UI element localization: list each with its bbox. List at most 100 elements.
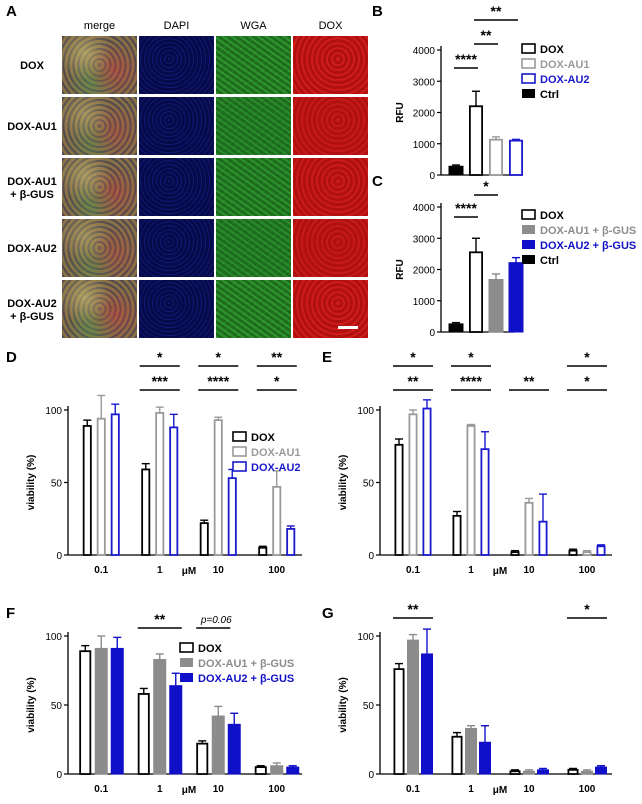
- x-tick-label: 100: [579, 565, 596, 576]
- bar: [510, 551, 520, 556]
- x-tick-label: 1: [157, 565, 163, 576]
- y-axis-label: viability (%): [26, 677, 37, 733]
- bar: [169, 426, 179, 556]
- significance-label: *: [584, 373, 590, 389]
- bar: [199, 522, 209, 556]
- legend-entry: DOX: [540, 210, 565, 222]
- significance-label: ***: [152, 373, 169, 389]
- bar: [110, 647, 124, 775]
- bar: [407, 639, 419, 775]
- legend-entry: DOX-AU2: [251, 462, 301, 474]
- legend-swatch: [521, 73, 536, 84]
- bar: [581, 770, 593, 775]
- column-header-dapi: DAPI: [164, 20, 190, 32]
- y-tick-label: 100: [357, 406, 374, 417]
- bar: [524, 501, 534, 556]
- x-tick-label: 1: [157, 784, 163, 795]
- y-tick-label: 4000: [413, 46, 436, 57]
- x-tick-label: 10: [523, 565, 535, 576]
- x-unit-label: μM: [493, 566, 507, 577]
- legend-swatch: [180, 658, 193, 667]
- bar: [421, 653, 433, 775]
- bar: [272, 485, 282, 556]
- y-tick-label: 3000: [413, 77, 436, 88]
- legend-swatch: [232, 446, 247, 457]
- y-axis-label: viability (%): [338, 455, 349, 511]
- bar: [227, 477, 237, 556]
- micrograph-merge: [62, 158, 137, 216]
- bar: [394, 443, 404, 556]
- y-tick-label: 1000: [413, 140, 436, 151]
- x-unit-label: μM: [182, 566, 196, 577]
- legend-entry: DOX-AU1 + β-GUS: [540, 225, 636, 237]
- legend-entry: DOX: [251, 432, 276, 444]
- legend-swatch: [522, 89, 535, 98]
- y-tick-label: 0: [429, 328, 435, 339]
- bar: [452, 514, 462, 556]
- legend-entry: DOX-AU2 + β-GUS: [540, 240, 636, 252]
- bar: [286, 528, 296, 556]
- micrograph-wga: [216, 158, 291, 216]
- significance-label: ****: [460, 373, 482, 389]
- row-label: DOX-AU1: [7, 176, 57, 188]
- bar: [94, 647, 108, 775]
- micrograph-wga: [216, 36, 291, 94]
- y-tick-label: 100: [357, 632, 374, 643]
- micrograph-dox: [293, 158, 368, 216]
- significance-label: **: [271, 349, 282, 365]
- significance-label: p=0.06: [200, 615, 232, 626]
- micrograph-dapi: [139, 36, 214, 94]
- legend-swatch: [522, 240, 535, 249]
- significance-label: **: [481, 27, 492, 43]
- x-tick-label: 10: [213, 784, 225, 795]
- legend-entry: Ctrl: [540, 255, 559, 267]
- x-tick-label: 10: [523, 784, 535, 795]
- bar: [79, 650, 92, 775]
- y-tick-label: 0: [56, 551, 62, 562]
- x-tick-label: 100: [268, 565, 285, 576]
- y-tick-label: 0: [429, 171, 435, 182]
- significance-label: ****: [455, 51, 477, 67]
- y-tick-label: 3000: [413, 234, 436, 245]
- significance-label: **: [408, 601, 419, 617]
- bar: [141, 468, 151, 556]
- significance-label: *: [483, 178, 489, 194]
- legend-entry: DOX-AU1: [251, 447, 301, 459]
- micrograph-dox: [293, 36, 368, 94]
- bar: [568, 549, 578, 556]
- bar: [270, 765, 284, 775]
- row-label: DOX: [20, 60, 45, 72]
- legend-entry: DOX-AU2 + β-GUS: [198, 673, 294, 685]
- bar: [596, 545, 606, 556]
- chart-panel-f: 0 50 100 viability (%) 0.1 1 10 100 μM ** p=0.06 DO…: [26, 611, 302, 796]
- x-tick-label: 100: [268, 784, 285, 795]
- panel-letter-e: E: [322, 349, 332, 366]
- panel-letter-b: B: [372, 3, 383, 20]
- bar: [258, 546, 268, 556]
- row-label: DOX-AU2: [7, 243, 57, 255]
- y-axis-label: viability (%): [26, 455, 37, 511]
- legend-entry: DOX-AU1 + β-GUS: [198, 658, 294, 670]
- row-label: + β-GUS: [10, 189, 54, 201]
- bar: [582, 551, 592, 556]
- bar: [466, 425, 476, 556]
- bar: [508, 139, 523, 176]
- x-tick-label: 100: [579, 784, 596, 795]
- bar: [408, 413, 418, 556]
- bar: [479, 741, 491, 775]
- micrograph-dapi: [139, 219, 214, 277]
- bar: [451, 735, 463, 775]
- bar: [393, 668, 405, 775]
- legend-swatch: [180, 673, 193, 682]
- micrograph-dox: [293, 97, 368, 155]
- legend-entry: DOX: [198, 643, 223, 655]
- y-tick-label: 50: [51, 479, 63, 490]
- bar: [468, 251, 483, 333]
- bar: [465, 727, 477, 775]
- micrograph-merge: [62, 219, 137, 277]
- micrograph-wga: [216, 219, 291, 277]
